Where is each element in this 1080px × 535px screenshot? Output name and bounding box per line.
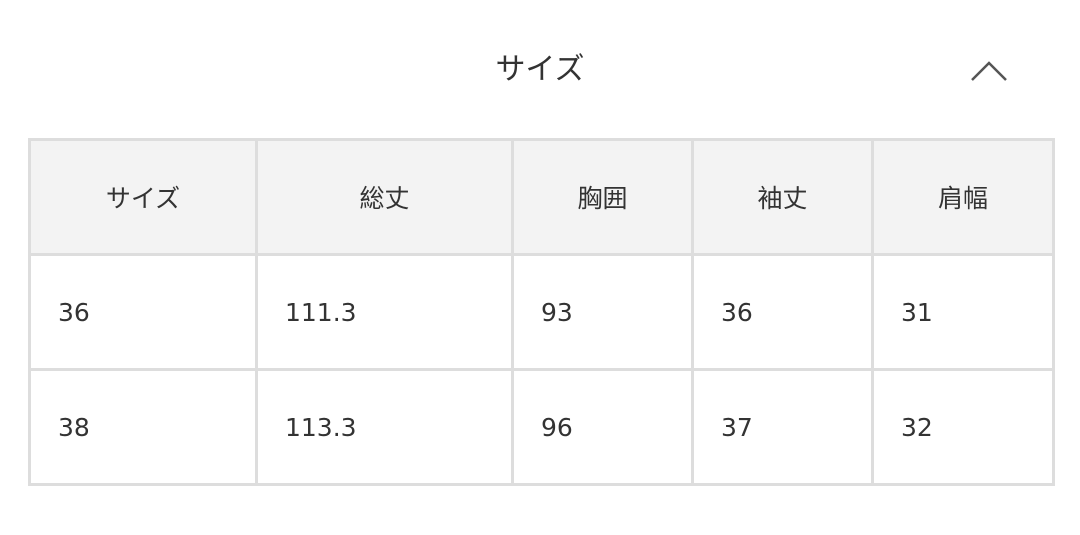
table-row: 36 111.3 93 36 31 bbox=[28, 253, 1055, 371]
table-row: 38 113.3 96 37 32 bbox=[28, 368, 1055, 486]
table-cell: 113.3 bbox=[255, 368, 514, 486]
table-header-row: サイズ 総丈 胸囲 袖丈 肩幅 bbox=[28, 138, 1055, 256]
table-cell: 36 bbox=[28, 253, 258, 371]
table-cell: 93 bbox=[511, 253, 694, 371]
header-sleeve: 袖丈 bbox=[691, 138, 874, 256]
table-cell: 38 bbox=[28, 368, 258, 486]
size-table: サイズ 総丈 胸囲 袖丈 肩幅 36 111.3 93 36 31 38 113… bbox=[28, 138, 1055, 486]
table-cell: 111.3 bbox=[255, 253, 514, 371]
table-cell: 32 bbox=[871, 368, 1055, 486]
header-chest: 胸囲 bbox=[511, 138, 694, 256]
table-cell: 37 bbox=[691, 368, 874, 486]
chevron-up-icon[interactable] bbox=[970, 58, 1008, 82]
table-cell: 96 bbox=[511, 368, 694, 486]
header-shoulder: 肩幅 bbox=[871, 138, 1055, 256]
header-length: 総丈 bbox=[255, 138, 514, 256]
header-size: サイズ bbox=[28, 138, 258, 256]
table-cell: 31 bbox=[871, 253, 1055, 371]
section-title: サイズ bbox=[495, 52, 585, 87]
table-cell: 36 bbox=[691, 253, 874, 371]
